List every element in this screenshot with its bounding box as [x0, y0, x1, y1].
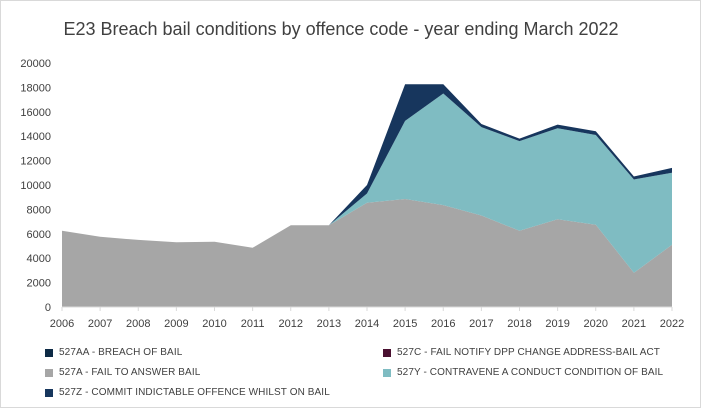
chart-title: E23 Breach bail conditions by offence co…	[63, 19, 619, 39]
y-tick-label: 18000	[20, 82, 51, 94]
x-tick-label: 2017	[469, 318, 493, 330]
area-chart: 0 2000 4000 6000 8000 10000 12000 14000 16000 180…	[20, 58, 684, 330]
x-tick-label: 2014	[355, 318, 379, 330]
legend-item-breach-of-bail: 527AA - BREACH OF BAIL	[45, 347, 182, 358]
legend-label: 527AA - BREACH OF BAIL	[59, 347, 183, 358]
x-tick-label: 2016	[431, 318, 455, 330]
x-tick-label: 2019	[545, 318, 569, 330]
x-tick-label: 2009	[164, 318, 188, 330]
x-tick-label: 2006	[50, 318, 74, 330]
x-tick-label: 2007	[88, 318, 112, 330]
legend-item-commit-indictable-offence: 527Z - COMMIT INDICTABLE OFFENCE WHILST …	[45, 387, 330, 398]
legend-label: 527C - FAIL NOTIFY DPP CHANGE ADDRESS-BA…	[397, 347, 661, 358]
legend-swatch	[45, 348, 53, 357]
x-tick-label: 2015	[393, 318, 417, 330]
legend-swatch	[45, 388, 53, 397]
legend-item-fail-notify-dpp: 527C - FAIL NOTIFY DPP CHANGE ADDRESS-BA…	[383, 347, 660, 358]
y-tick-label: 12000	[20, 156, 51, 168]
y-tick-label: 6000	[27, 229, 51, 241]
area-527y	[62, 93, 672, 273]
x-tick-label: 2020	[584, 318, 608, 330]
y-tick-label: 2000	[27, 278, 51, 290]
x-tick-label: 2021	[622, 318, 646, 330]
y-tick-label: 16000	[20, 107, 51, 119]
x-tick-label: 2018	[507, 318, 531, 330]
legend-label: 527A - FAIL TO ANSWER BAIL	[59, 367, 201, 378]
series-areas	[62, 84, 672, 307]
legend-label: 527Z - COMMIT INDICTABLE OFFENCE WHILST …	[59, 387, 330, 398]
y-tick-label: 14000	[20, 131, 51, 143]
legend-swatch	[45, 368, 53, 377]
legend-swatch	[383, 368, 391, 377]
legend-item-fail-to-answer-bail: 527A - FAIL TO ANSWER BAIL	[45, 367, 200, 378]
y-tick-label: 10000	[20, 180, 51, 192]
x-tick-label: 2012	[279, 318, 303, 330]
legend-label: 527Y - CONTRAVENE A CONDUCT CONDITION OF…	[397, 367, 664, 378]
x-tick-label: 2013	[317, 318, 341, 330]
x-tick-label: 2011	[241, 318, 265, 330]
axes: 0 2000 4000 6000 8000 10000 12000 14000 16000 180…	[20, 58, 684, 330]
y-tick-label: 4000	[27, 253, 51, 265]
x-tick-label: 2008	[126, 318, 150, 330]
legend: 527AA - BREACH OF BAIL 527C - FAIL NOTIF…	[41, 341, 701, 405]
area-527a	[62, 199, 672, 307]
y-tick-label: 20000	[20, 58, 51, 70]
x-tick-label: 2010	[202, 318, 226, 330]
x-tick-label: 2022	[660, 318, 684, 330]
y-tick-label: 0	[45, 302, 51, 314]
y-tick-label: 8000	[27, 204, 51, 216]
legend-swatch	[383, 348, 391, 357]
legend-item-contravene-conduct-condition: 527Y - CONTRAVENE A CONDUCT CONDITION OF…	[383, 367, 663, 378]
